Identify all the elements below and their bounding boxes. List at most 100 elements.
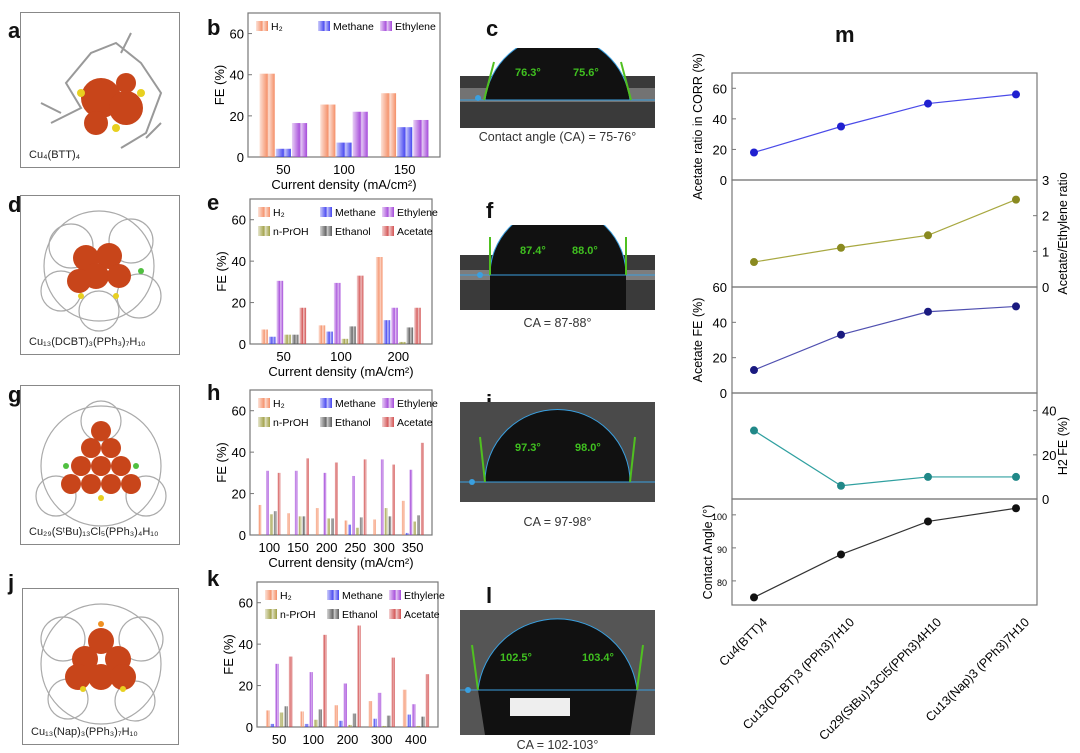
bar-n-proh — [284, 334, 291, 344]
bar-ethylene — [413, 119, 429, 157]
bar-ethanol — [359, 517, 363, 535]
cluster-structure-icon — [40, 210, 162, 332]
bar-n-proh — [384, 508, 388, 535]
bar-h2 — [334, 705, 338, 727]
x-tick-label: 50 — [272, 732, 286, 747]
series-line — [753, 507, 1017, 598]
legend-swatch-ethylene — [380, 21, 392, 31]
y-tick-label: 40 — [713, 112, 727, 127]
contact-angle-caption: CA = 102-103° — [516, 738, 599, 752]
bar-acetate — [299, 307, 307, 344]
subplot-frame — [731, 179, 1038, 288]
bar-methane — [405, 532, 409, 535]
bar-h2 — [402, 689, 407, 727]
bar-n-proh — [348, 724, 352, 727]
y-tick-label: 0 — [237, 150, 244, 165]
legend-label: Ethanol — [335, 417, 371, 429]
data-point — [750, 258, 758, 267]
bar-ethylene — [276, 280, 284, 344]
legend-label: H₂ — [280, 590, 292, 602]
legend-label: Methane — [335, 207, 376, 219]
bar-n-proh — [313, 719, 318, 727]
data-point — [1012, 472, 1020, 481]
legend-swatch-ethylene — [382, 207, 394, 217]
bar-ethylene — [266, 470, 269, 535]
bar-acetate — [322, 634, 327, 727]
left-angle: 87.4° — [520, 245, 546, 257]
bar-n-proh — [398, 341, 406, 344]
x-tick-label: 350 — [402, 540, 424, 555]
right-angle: 98.0° — [575, 442, 601, 454]
data-point — [924, 99, 932, 108]
panel-label-h: h — [207, 380, 221, 405]
bar-ethylene — [409, 469, 413, 535]
x-tick-label: 150 — [287, 540, 309, 555]
y-tick-label: 0 — [239, 337, 246, 352]
bar-acetate — [306, 458, 309, 535]
plot-frame — [249, 389, 433, 536]
bar-methane — [304, 723, 309, 727]
legend-label: Ethylene — [397, 398, 438, 410]
left-angle: 102.5° — [500, 652, 532, 664]
bar-methane — [270, 723, 275, 727]
bar-acetate — [420, 442, 424, 535]
bar-acetate — [334, 462, 338, 535]
bar-ethanol — [349, 326, 356, 344]
x-tick-label: 50 — [276, 162, 290, 177]
legend-label: n-PrOH — [273, 226, 309, 238]
y-tick-label: 20 — [239, 679, 253, 694]
y-tick-label: 0 — [1042, 492, 1049, 507]
bar-n-proh — [269, 514, 273, 535]
legend-swatch-methane — [320, 207, 332, 217]
y-tick-label: 20 — [232, 296, 246, 311]
legend-swatch-ethanol — [320, 226, 332, 236]
bar-methane — [383, 320, 391, 344]
subplot-frame — [731, 498, 1038, 606]
bar-methane — [275, 148, 291, 157]
legend-swatch-n-proh — [258, 226, 270, 236]
bar-h2 — [320, 104, 336, 157]
legend-label: Methane — [342, 590, 383, 602]
legend-swatch-n-proh — [265, 609, 277, 619]
droplet-image — [460, 402, 655, 502]
bar-methane — [326, 331, 333, 344]
bar-acetate — [363, 459, 367, 535]
bar-ethanol — [420, 716, 425, 727]
plot-frame — [249, 198, 433, 345]
legend-swatch-h2 — [258, 207, 270, 217]
data-point — [924, 472, 932, 481]
y-tick-label: 20 — [232, 487, 246, 502]
cluster-structure-icon — [35, 400, 167, 527]
legend-label: Ethylene — [395, 21, 436, 33]
legend-label: Acetate — [397, 226, 433, 238]
y-axis-label: Acetate ratio in CORR (%) — [691, 53, 705, 200]
y-tick-label: 90 — [717, 545, 727, 555]
x-tick-label: 100 — [333, 162, 355, 177]
bar-h2 — [401, 500, 405, 535]
molecule-caption: Cu₄(BTT)₄ — [29, 149, 81, 161]
cluster-structure-icon — [40, 32, 163, 149]
legend-label: H₂ — [273, 398, 285, 410]
legend-swatch-methane — [318, 21, 330, 31]
bar-h2 — [258, 504, 262, 535]
y-tick-label: 100 — [712, 512, 727, 522]
panel-label-m: m — [835, 22, 855, 47]
bar-acetate — [392, 464, 395, 535]
data-point — [837, 550, 845, 559]
droplet-image — [460, 35, 655, 128]
bar-n-proh — [355, 527, 359, 535]
bar-h2 — [368, 701, 373, 727]
x-tick-label: 200 — [387, 349, 409, 364]
bar-h2 — [380, 93, 397, 157]
y-tick-label: 20 — [230, 109, 244, 124]
bar-ethylene — [275, 663, 279, 727]
x-tick-label: 100 — [258, 540, 280, 555]
x-tick-label: 50 — [276, 349, 290, 364]
bar-n-proh — [279, 712, 284, 727]
bar-h2 — [375, 257, 383, 344]
bar-ethylene — [294, 470, 298, 535]
y-tick-label: 40 — [1042, 404, 1056, 419]
legend-swatch-ethylene — [382, 398, 394, 408]
right-angle: 88.0° — [572, 245, 598, 257]
